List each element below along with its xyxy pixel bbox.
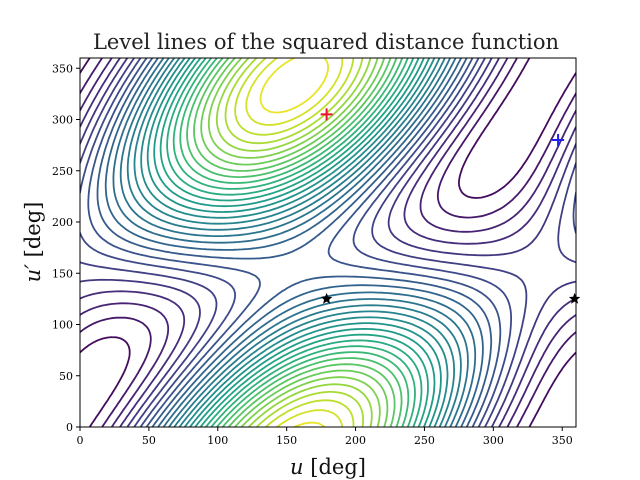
x-tick-label: 300 bbox=[483, 434, 504, 447]
contour-level-line bbox=[80, 58, 576, 427]
y-tick-label: 300 bbox=[52, 114, 73, 127]
contour-level-line bbox=[224, 58, 364, 427]
x-axis-label: u [deg] bbox=[290, 455, 366, 479]
x-axis-ticks: 0 50 100 150 200 250 300 350 bbox=[77, 427, 573, 447]
y-tick-label: 150 bbox=[52, 267, 73, 280]
chart-title: Level lines of the squared distance func… bbox=[93, 30, 559, 54]
y-tick-label: 0 bbox=[66, 421, 73, 434]
contour-level-line bbox=[140, 58, 449, 427]
y-tick-label: 200 bbox=[52, 216, 73, 229]
maximum-marker bbox=[320, 108, 333, 121]
contour-level-line bbox=[119, 58, 469, 427]
y-axis-label: u′ [deg] bbox=[21, 202, 45, 283]
contour-level-line bbox=[153, 58, 436, 427]
y-axis-var: u′ bbox=[21, 264, 45, 283]
reference-marker bbox=[552, 134, 565, 146]
contour-level-line bbox=[245, 58, 344, 427]
x-tick-label: 0 bbox=[77, 434, 84, 447]
saddle-marker bbox=[320, 292, 333, 304]
y-axis-ticks: 0 50 100 150 200 250 300 350 bbox=[52, 62, 80, 434]
contour-level-line bbox=[200, 58, 389, 427]
y-tick-label: 350 bbox=[52, 62, 73, 75]
contour-level-line bbox=[96, 58, 493, 427]
y-tick-label: 50 bbox=[59, 370, 73, 383]
contour-level-line bbox=[172, 58, 416, 427]
contour-level-line bbox=[87, 58, 502, 427]
x-tick-label: 250 bbox=[414, 434, 435, 447]
x-tick-label: 50 bbox=[142, 434, 156, 447]
contour-lines bbox=[80, 58, 576, 427]
contour-level-line bbox=[215, 58, 373, 427]
x-axis-var: u bbox=[290, 455, 304, 479]
contour-level-line bbox=[133, 58, 455, 427]
x-tick-label: 350 bbox=[552, 434, 573, 447]
contour-level-line bbox=[186, 58, 403, 427]
plot-frame bbox=[79, 57, 577, 428]
y-tick-label: 100 bbox=[52, 319, 73, 332]
contour-level-line bbox=[112, 58, 477, 427]
contour-level-line bbox=[80, 58, 576, 427]
markers bbox=[320, 108, 581, 304]
x-axis-unit: [deg] bbox=[304, 455, 366, 479]
contour-level-line bbox=[159, 58, 429, 427]
saddle-edge-marker bbox=[568, 292, 581, 304]
contour-level-line bbox=[179, 58, 410, 427]
contour-level-line bbox=[80, 58, 576, 427]
contour-level-line bbox=[146, 58, 442, 427]
contour-level-line bbox=[104, 58, 484, 427]
x-tick-label: 100 bbox=[207, 434, 228, 447]
y-tick-label: 250 bbox=[52, 165, 73, 178]
contour-level-line bbox=[80, 58, 576, 427]
x-tick-label: 200 bbox=[345, 434, 366, 447]
x-tick-label: 150 bbox=[276, 434, 297, 447]
y-axis-unit: [deg] bbox=[21, 202, 45, 264]
contour-level-line bbox=[234, 58, 355, 427]
